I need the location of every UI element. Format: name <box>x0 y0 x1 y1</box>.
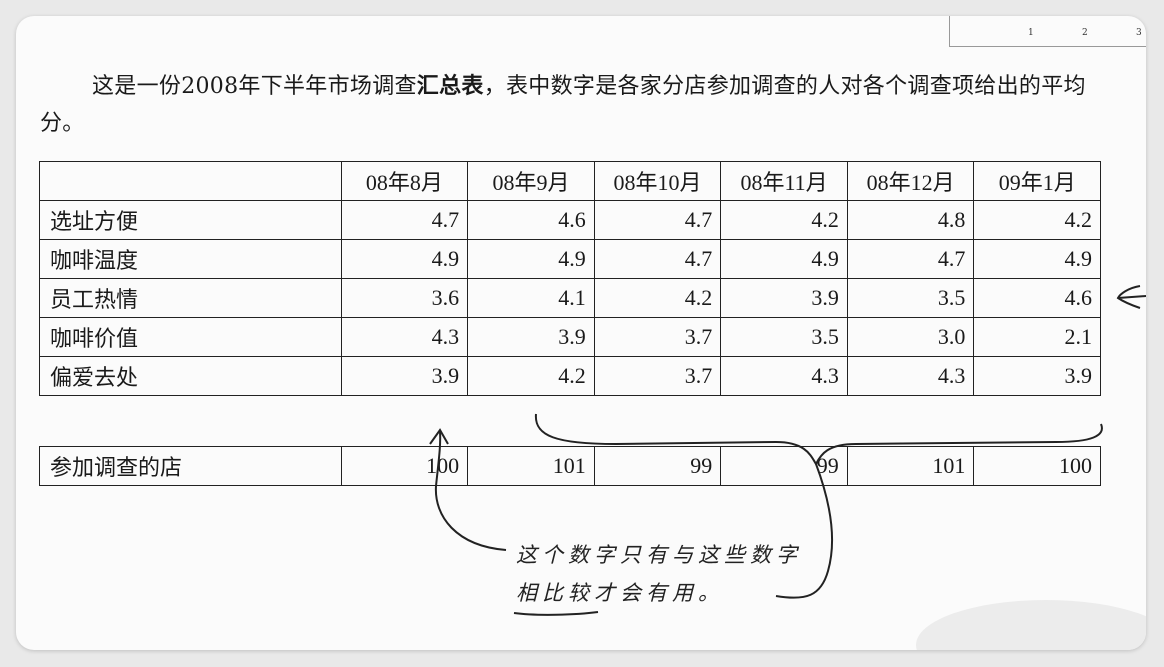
score-cell: 3.0 <box>846 317 975 357</box>
handwritten-note: 这个数字只有与这些数字 相比较才会有用。 <box>516 536 802 612</box>
page-number: 1 <box>1028 28 1034 38</box>
table-row: 员工热情 3.6 4.1 4.2 3.9 3.5 4.6 <box>39 278 1101 318</box>
score-cell: 3.7 <box>593 317 722 357</box>
store-count-cell: 99 <box>720 446 848 486</box>
score-cell: 4.2 <box>467 356 595 396</box>
score-cell: 4.9 <box>973 239 1101 279</box>
score-cell: 4.9 <box>467 239 595 279</box>
score-cell: 4.8 <box>846 200 975 240</box>
page-number: 3 <box>1136 28 1142 38</box>
intro-text: 这是一份2008年下半年市场调查 <box>92 74 417 99</box>
column-header: 08年8月 <box>340 161 469 201</box>
score-cell: 3.5 <box>720 317 848 357</box>
intro-bold-text: 汇总表 <box>416 73 484 99</box>
score-cell: 4.7 <box>340 200 469 240</box>
table-row: 选址方便 4.7 4.6 4.7 4.2 4.8 4.2 <box>39 200 1101 240</box>
page-shadow-mark <box>916 600 1146 650</box>
score-cell: 4.7 <box>593 200 722 240</box>
score-cell: 4.3 <box>846 356 975 396</box>
score-cell: 4.3 <box>720 356 848 396</box>
arrowhead-mark <box>429 428 449 445</box>
score-cell: 4.3 <box>340 317 469 357</box>
score-cell: 4.7 <box>593 239 722 279</box>
score-cell: 4.9 <box>340 239 469 279</box>
column-header: 09年1月 <box>973 161 1101 201</box>
score-cell: 3.9 <box>467 317 595 357</box>
intro-paragraph: 这是一份2008年下半年市场调查汇总表，表中数字是各家分店参加调查的人对各个调查… <box>40 68 1120 142</box>
column-header: 08年12月 <box>846 161 975 201</box>
page-number: 2 <box>1082 28 1088 38</box>
survey-summary-table: 08年8月 08年9月 08年10月 08年11月 08年12月 09年1月 选… <box>39 161 1101 396</box>
row-label: 员工热情 <box>39 278 342 318</box>
row-label: 咖啡价值 <box>39 317 342 357</box>
row-label: 咖啡温度 <box>39 239 342 279</box>
table-row: 参加调查的店 100 101 99 99 101 100 <box>39 446 1101 486</box>
store-count-cell: 100 <box>973 446 1101 486</box>
score-cell: 4.7 <box>846 239 975 279</box>
row-label: 选址方便 <box>39 200 342 240</box>
store-count-cell: 101 <box>846 446 975 486</box>
row-label: 参加调查的店 <box>39 446 342 486</box>
table-header-row: 08年8月 08年9月 08年10月 08年11月 08年12月 09年1月 <box>39 161 1101 201</box>
note-line: 相比较才会有用。 <box>516 581 724 605</box>
header-corner-cell <box>39 161 342 201</box>
table-row: 咖啡价值 4.3 3.9 3.7 3.5 3.0 2.1 <box>39 317 1101 357</box>
table-row: 偏爱去处 3.9 4.2 3.7 4.3 4.3 3.9 <box>39 356 1101 396</box>
underline-mark <box>513 611 599 616</box>
score-cell: 4.1 <box>467 278 595 318</box>
side-arrow-mark <box>1116 285 1146 309</box>
column-header: 08年11月 <box>720 161 848 201</box>
score-cell: 4.2 <box>720 200 848 240</box>
store-count-cell: 101 <box>467 446 595 486</box>
intro-text: ，表中数字是各家分店参加调查的人对各个调查项给出的平均分。 <box>40 74 1086 136</box>
column-header: 08年9月 <box>467 161 595 201</box>
score-cell: 3.6 <box>340 278 469 318</box>
score-cell: 3.5 <box>846 278 975 318</box>
document-page: 1 2 3 这是一份2008年下半年市场调查汇总表，表中数字是各家分店参加调查的… <box>16 16 1146 650</box>
score-cell: 2.1 <box>973 317 1101 357</box>
score-cell: 4.6 <box>973 278 1101 318</box>
score-cell: 4.6 <box>467 200 595 240</box>
score-cell: 3.9 <box>973 356 1101 396</box>
score-cell: 3.7 <box>593 356 722 396</box>
store-count-cell: 99 <box>593 446 722 486</box>
score-cell: 4.9 <box>720 239 848 279</box>
score-cell: 3.9 <box>340 356 469 396</box>
note-line: 这个数字只有与这些数字 <box>516 543 802 567</box>
score-cell: 3.9 <box>720 278 848 318</box>
score-cell: 4.2 <box>593 278 722 318</box>
page-number-strip: 1 2 3 <box>949 16 1146 47</box>
participating-stores-table: 参加调查的店 100 101 99 99 101 100 <box>39 446 1101 486</box>
store-count-cell: 100 <box>340 446 469 486</box>
row-label: 偏爱去处 <box>39 356 342 396</box>
table-row: 咖啡温度 4.9 4.9 4.7 4.9 4.7 4.9 <box>39 239 1101 279</box>
score-cell: 4.2 <box>973 200 1101 240</box>
column-header: 08年10月 <box>593 161 722 201</box>
